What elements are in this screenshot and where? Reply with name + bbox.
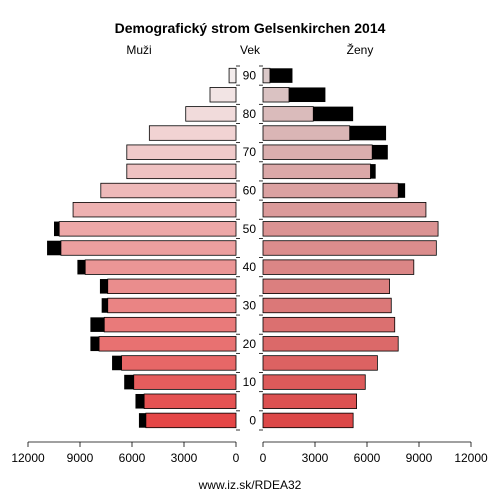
male-bar-35-39 [107, 278, 237, 294]
chart-title: Demografický strom Gelsenkirchen 2014 [115, 20, 386, 36]
age-tick-label-30: 30 [243, 298, 257, 312]
male-bar-15-19 [121, 355, 237, 371]
male-bar-5-9 [143, 393, 237, 409]
x-tick-label-left-0: 0 [233, 451, 240, 465]
female-bar-80-84 [262, 106, 314, 122]
female-bar-20-24 [262, 336, 399, 352]
age-tick-label-90: 90 [243, 69, 257, 83]
female-surplus-bar-70-74 [372, 144, 388, 160]
female-surplus-bar-65-69 [370, 164, 376, 179]
source-footer: www.iz.sk/RDEA32 [198, 478, 302, 492]
female-bar-70-74 [262, 144, 373, 160]
x-tick-label-left-6000: 6000 [119, 451, 146, 465]
female-bar-55-59 [262, 202, 427, 218]
male-bar-85-89 [209, 87, 237, 103]
age-tick-label-80: 80 [243, 107, 257, 121]
age-tick-label-40: 40 [243, 260, 257, 274]
female-bar-15-19 [262, 355, 378, 371]
male-bar-55-59 [72, 202, 237, 218]
male-bar-50-54 [58, 221, 237, 237]
female-bar-85-89 [262, 87, 290, 103]
male-surplus-bar-45-49 [47, 240, 61, 256]
age-tick-label-50: 50 [243, 222, 257, 236]
male-bar-90+ [228, 67, 237, 84]
plot-area: 0 10 20 30 40 50 60 70 80 90 12000 9000 6000 3000 0 0 30… [11, 65, 488, 465]
female-bar-40-44 [262, 259, 415, 275]
age-tick-label-10: 10 [243, 375, 257, 389]
female-bar-65-69 [262, 163, 371, 180]
age-tick-label-70: 70 [243, 145, 257, 159]
male-surplus-bar-15-19 [112, 355, 122, 371]
male-bar-70-74 [126, 144, 237, 160]
male-bar-0-4 [145, 412, 237, 429]
male-bar-40-44 [84, 259, 237, 275]
female-surplus-bar-75-79 [349, 125, 387, 141]
male-surplus-bar-25-29 [90, 317, 105, 332]
male-surplus-bar-30-34 [101, 298, 108, 313]
female-bar-0-4 [262, 412, 354, 429]
female-bar-50-54 [262, 221, 439, 237]
male-bar-65-69 [126, 163, 237, 180]
male-bar-20-24 [98, 336, 237, 352]
x-tick-label-left-3000: 3000 [171, 451, 198, 465]
male-surplus-bar-50-54 [54, 221, 60, 237]
female-bar-90+ [262, 67, 271, 84]
males-header: Muži [126, 43, 151, 57]
female-surplus-bar-90+ [269, 68, 293, 83]
male-bar-25-29 [103, 316, 237, 333]
male-bar-30-34 [107, 297, 237, 314]
female-bar-60-64 [262, 182, 399, 199]
female-bar-35-39 [262, 278, 390, 294]
male-surplus-bar-20-24 [90, 336, 100, 352]
male-surplus-bar-40-44 [77, 259, 86, 275]
x-tick-label-right-9000: 9000 [406, 451, 433, 465]
age-tick-label-0: 0 [249, 413, 256, 427]
male-surplus-bar-0-4 [138, 413, 146, 428]
male-bar-80-84 [185, 106, 237, 122]
female-bar-5-9 [262, 393, 357, 409]
x-tick-label-right-0: 0 [260, 451, 267, 465]
x-tick-label-right-12000: 12000 [454, 451, 488, 465]
age-header: Vek [240, 43, 261, 57]
age-tick-label-20: 20 [243, 337, 257, 351]
female-bar-30-34 [262, 297, 392, 314]
male-surplus-bar-10-14 [124, 374, 134, 390]
female-bar-10-14 [262, 374, 366, 390]
x-tick-label-left-9000: 9000 [67, 451, 94, 465]
females-header: Ženy [347, 42, 374, 57]
female-surplus-bar-85-89 [289, 87, 326, 103]
male-bar-60-64 [100, 182, 237, 199]
male-surplus-bar-5-9 [135, 393, 145, 409]
male-bar-10-14 [133, 374, 237, 390]
female-surplus-bar-60-64 [398, 183, 406, 198]
x-tick-label-right-6000: 6000 [354, 451, 381, 465]
female-bar-45-49 [262, 240, 437, 256]
age-tick-label-60: 60 [243, 184, 257, 198]
male-bar-75-79 [148, 125, 237, 141]
female-surplus-bar-80-84 [313, 106, 354, 122]
female-bar-25-29 [262, 316, 396, 333]
male-surplus-bar-35-39 [99, 279, 108, 294]
x-tick-label-left-12000: 12000 [11, 451, 45, 465]
male-bar-45-49 [60, 240, 237, 256]
female-bar-75-79 [262, 125, 351, 141]
x-tick-label-right-3000: 3000 [302, 451, 329, 465]
